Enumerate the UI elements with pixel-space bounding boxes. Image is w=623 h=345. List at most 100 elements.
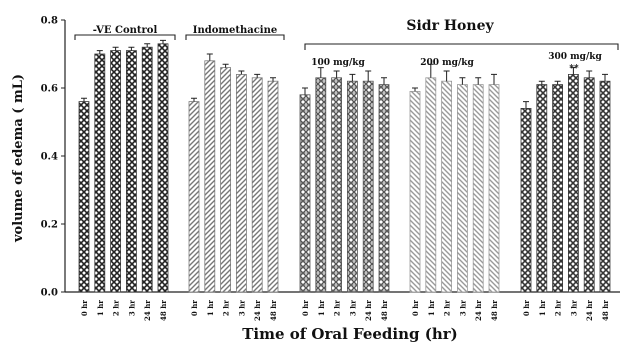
bracket-sidr-honey <box>304 43 619 50</box>
bar <box>220 67 232 293</box>
bar <box>204 60 216 293</box>
y-ticks: 0.0 0.2 0.4 0.6 0.8 <box>41 16 65 299</box>
y-tick-label: 0.8 <box>41 16 58 27</box>
error-bar <box>270 77 276 82</box>
x-tick-label: 0 hr <box>411 300 420 316</box>
bar <box>188 101 200 293</box>
bar <box>126 50 137 293</box>
x-tick-label: 24 hr <box>253 300 262 321</box>
error-bar <box>160 39 166 44</box>
x-tick-label: 48 hr <box>380 300 389 321</box>
bar-group-5 <box>520 67 611 293</box>
bar <box>441 80 453 293</box>
bar <box>456 84 468 293</box>
dose-label-100: 100 mg/kg <box>311 58 365 68</box>
bar <box>141 46 153 293</box>
group-label-sidr-honey: Sidr Honey <box>406 18 494 34</box>
error-bar <box>81 97 87 102</box>
error-bar <box>427 63 434 78</box>
group-brackets <box>74 34 619 50</box>
x-tick-label: 3 hr <box>569 300 578 316</box>
x-tick-label: 1 hr <box>427 300 436 316</box>
bar <box>378 84 390 293</box>
error-bar <box>381 77 387 85</box>
error-bar <box>317 67 324 78</box>
dose-label-200: 200 mg/kg <box>420 58 474 68</box>
bar <box>94 53 106 293</box>
x-ticks: 0 hr 1 hr 2 hr 3 hr 24 hr 48 hr 0 hr 1 hr 2 hr 3 … <box>80 300 610 321</box>
error-bar <box>443 70 450 82</box>
error-bar <box>128 46 135 51</box>
bar <box>568 74 579 293</box>
error-bar <box>459 77 466 85</box>
error-bar <box>206 53 213 61</box>
bar <box>267 80 279 293</box>
bar <box>362 80 374 293</box>
x-tick-label: 0 hr <box>522 300 531 316</box>
bar <box>599 80 611 293</box>
bar <box>409 91 421 293</box>
bar-group-1 <box>78 39 169 293</box>
error-bar <box>349 73 356 82</box>
bar <box>536 84 548 293</box>
group-label-ve-control: -VE Control <box>93 25 158 36</box>
error-bar <box>302 87 308 95</box>
error-bar <box>523 101 529 109</box>
x-tick-label: 24 hr <box>364 300 373 321</box>
x-tick-label: 0 hr <box>80 300 89 316</box>
bar <box>552 84 563 293</box>
x-tick-label: 48 hr <box>159 300 168 321</box>
x-tick-label: 48 hr <box>601 300 610 321</box>
bracket-ve-control <box>74 34 176 40</box>
x-tick-label: 0 hr <box>301 300 310 316</box>
bar <box>331 77 343 293</box>
x-tick-label: 1 hr <box>96 300 105 316</box>
bar <box>472 84 484 293</box>
bar-group-3 <box>299 67 390 293</box>
bar <box>315 77 327 293</box>
error-bar <box>491 73 497 85</box>
error-bar <box>96 50 103 54</box>
x-tick-label: 24 hr <box>474 300 483 321</box>
y-axis-label: volume of edema ( mL) <box>11 74 26 243</box>
x-tick-label: 2 hr <box>112 300 121 316</box>
x-tick-label: 2 hr <box>333 300 342 316</box>
bar <box>488 84 500 293</box>
x-tick-label: 2 hr <box>554 300 563 316</box>
group-label-indomethacine: Indomethacine <box>193 25 277 36</box>
bar-group-4 <box>409 63 500 293</box>
bar-group-2 <box>188 53 279 293</box>
error-bar <box>538 80 545 85</box>
x-axis-label: Time of Oral Feeding (hr) <box>242 325 458 343</box>
x-tick-label: 1 hr <box>317 300 326 316</box>
bracket-indomethacine <box>185 34 285 40</box>
x-tick-label: 3 hr <box>127 300 136 316</box>
bar <box>78 101 90 293</box>
error-bar <box>412 87 418 92</box>
y-tick-label: 0.6 <box>41 84 58 95</box>
error-bar <box>112 46 119 51</box>
bar <box>157 43 169 293</box>
x-tick-label: 2 hr <box>222 300 231 316</box>
bar <box>346 80 358 293</box>
dose-label-300: 300 mg/kg <box>548 52 602 62</box>
bar <box>110 50 121 293</box>
x-tick-label: 24 hr <box>143 300 152 321</box>
error-bar <box>586 70 593 78</box>
x-tick-label: 3 hr <box>348 300 357 316</box>
significance-mark: ** <box>569 64 579 74</box>
x-tick-label: 2 hr <box>443 300 452 316</box>
error-bar <box>191 97 197 102</box>
error-bar <box>254 73 261 78</box>
bar <box>251 77 263 293</box>
x-tick-label: 24 hr <box>585 300 594 321</box>
x-tick-label: 3 hr <box>237 300 246 316</box>
error-bar <box>570 67 577 75</box>
bar <box>583 77 595 293</box>
x-tick-label: 1 hr <box>538 300 547 316</box>
error-bar <box>554 80 561 85</box>
x-tick-label: 48 hr <box>269 300 278 321</box>
error-bar <box>144 43 151 48</box>
bar <box>520 108 532 293</box>
